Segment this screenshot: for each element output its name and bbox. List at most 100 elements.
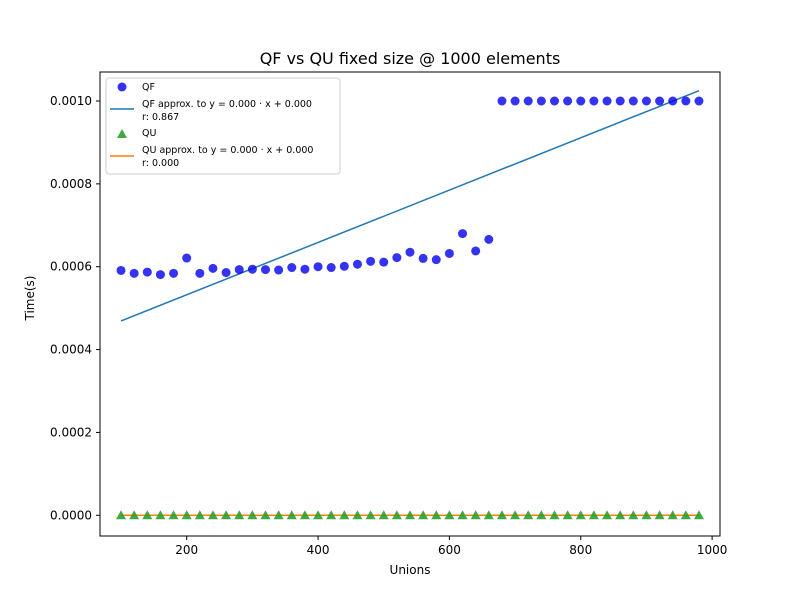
qf-point [418, 253, 428, 263]
qu-point [470, 510, 481, 520]
qu-point [418, 510, 429, 520]
qf-point [510, 96, 520, 106]
qu-point [221, 510, 232, 520]
qu-point [207, 510, 218, 520]
qu-point [575, 510, 586, 520]
plot-frame [99, 71, 721, 537]
qf-point [549, 96, 559, 106]
qu-point [365, 510, 376, 520]
qu-point [313, 510, 324, 520]
qf-point [261, 265, 271, 275]
qu-point [510, 510, 521, 520]
qu-point [142, 510, 153, 520]
qu-point [129, 510, 140, 520]
qf-point [221, 268, 231, 278]
x-axis-label: Unions [390, 563, 431, 577]
y-tick-label: 0.0010 [50, 94, 92, 108]
legend-qu-label: QU [142, 128, 156, 139]
qu-point [628, 510, 639, 520]
qu-point [273, 510, 284, 520]
qu-point [654, 510, 665, 520]
y-tick-label: 0.0000 [50, 508, 92, 522]
qf-point [116, 265, 126, 275]
qf-point [497, 96, 507, 106]
qu-point [431, 510, 442, 520]
qu-point [523, 510, 534, 520]
qf-point [129, 268, 139, 278]
qu-point [326, 510, 337, 520]
qf-point [641, 96, 651, 106]
qu-point [693, 510, 704, 520]
x-tick-label: 200 [175, 543, 198, 557]
qu-point [483, 510, 494, 520]
qu-point [168, 510, 179, 520]
qu-point [391, 510, 402, 520]
legend-qu-fit-r: r: 0.000 [142, 158, 179, 169]
qf-point [458, 229, 468, 239]
legend: QF QF approx. to y = 0.000 · x + 0.000 r… [105, 77, 341, 175]
qf-point [379, 257, 389, 267]
legend-qf-fit-r: r: 0.867 [142, 112, 179, 123]
qf-point [681, 96, 691, 106]
qf-point [536, 96, 546, 106]
qf-point [471, 246, 481, 256]
qf-point [195, 268, 205, 278]
qu-point [602, 510, 613, 520]
qf-point [589, 96, 599, 106]
qf-point [274, 265, 284, 275]
qf-point [142, 267, 152, 277]
chart-title: QF vs QU fixed size @ 1000 elements [260, 49, 561, 68]
qu-point [194, 510, 205, 520]
qf-point [431, 255, 441, 265]
y-tick-label: 0.0008 [50, 177, 92, 191]
qu-point [680, 510, 691, 520]
qu-point [667, 510, 678, 520]
qu-point [588, 510, 599, 520]
qf-point [523, 96, 533, 106]
qf-point [182, 253, 192, 263]
qf-point [655, 96, 665, 106]
qu-point [155, 510, 166, 520]
qu-point [260, 510, 271, 520]
qf-point [352, 259, 362, 269]
qf-fit-line [120, 89, 700, 322]
qf-point [392, 253, 402, 263]
qf-point [694, 96, 704, 106]
x-tick-label: 600 [438, 543, 461, 557]
qu-point [405, 510, 415, 520]
qu-point [286, 510, 297, 520]
qf-point [615, 96, 625, 106]
qf-point [484, 234, 494, 244]
qu-point [299, 510, 310, 520]
legend-qf-fit-label: QF approx. to y = 0.000 · x + 0.000 [142, 99, 312, 110]
qf-point [628, 96, 638, 106]
qf-point [287, 263, 297, 273]
qf-point [339, 261, 349, 271]
qu-point [457, 510, 468, 520]
legend-qf-marker [117, 82, 127, 92]
y-tick-label: 0.0004 [50, 343, 92, 357]
qf-point [602, 96, 612, 106]
qu-point [549, 510, 560, 520]
legend-box [105, 77, 341, 175]
qu-point [536, 510, 547, 520]
qf-point [563, 96, 573, 106]
qu-point [116, 510, 127, 520]
qu-point [339, 510, 350, 520]
qu-point [181, 510, 192, 520]
y-tick-label: 0.0002 [50, 425, 92, 439]
legend-qu-marker [117, 129, 127, 138]
qu-point [615, 510, 626, 520]
qu-point [247, 510, 258, 520]
qu-point [378, 510, 389, 520]
qf-point [405, 247, 415, 257]
legend-qu-fit-label: QU approx. to y = 0.000 · x + 0.000 [142, 145, 313, 156]
x-tick-label: 400 [307, 543, 330, 557]
qu-point [352, 510, 363, 520]
qf-points [116, 96, 704, 280]
qu-point [234, 510, 245, 520]
qf-point [366, 256, 376, 266]
x-tick-label: 800 [569, 543, 592, 557]
qu-points [116, 510, 704, 520]
